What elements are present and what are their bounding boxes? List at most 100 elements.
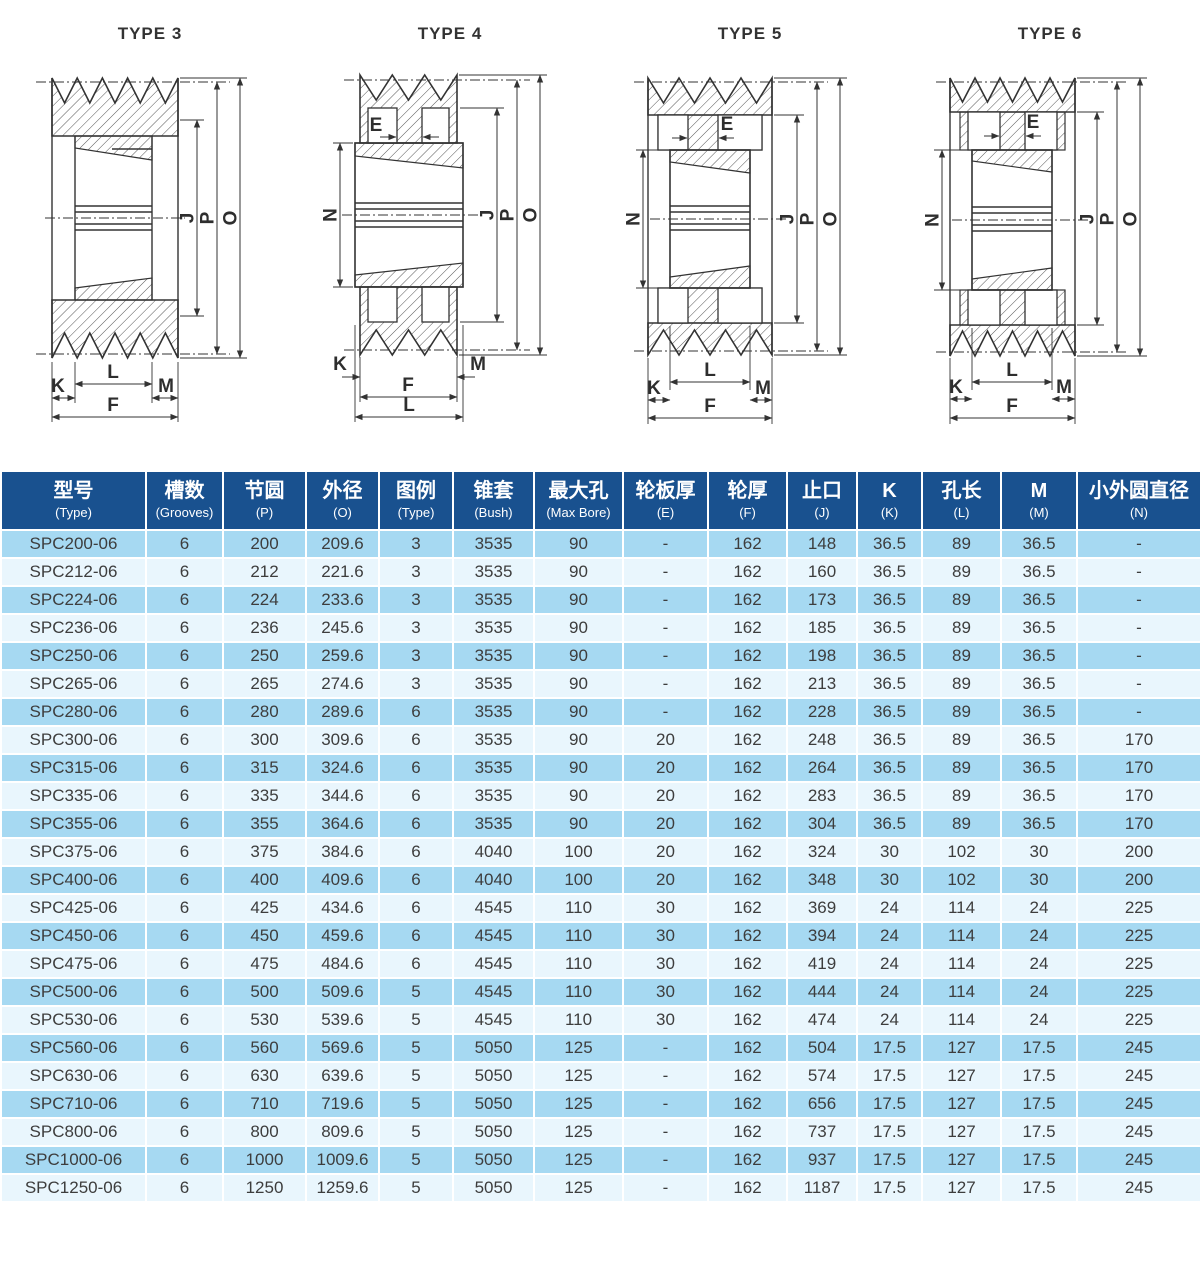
value-cell: - [622, 556, 709, 587]
value-cell: 6 [145, 892, 224, 923]
column-header: 型号 (Type) [0, 470, 147, 531]
column-header-zh: 外径 [322, 480, 363, 502]
value-cell: 17.5 [856, 1088, 923, 1119]
value-cell: 444 [786, 976, 858, 1007]
value-cell: 36.5 [856, 780, 923, 811]
diagram-title: TYPE 3 [117, 24, 183, 43]
value-cell: 475 [222, 948, 307, 979]
value-cell: 17.5 [1000, 1060, 1078, 1091]
table-row: SPC265-06 6 265 274.6 3 3535 90-162 213 36.5 89 36… [0, 668, 1200, 699]
value-cell: 6 [145, 1032, 224, 1063]
value-cell: 36.5 [856, 556, 923, 587]
value-cell: 24 [1000, 976, 1078, 1007]
value-cell: 245 [1076, 1144, 1200, 1175]
table-row: SPC710-06 6 710 719.6 5 5050 125-162 656 17.5 127… [0, 1088, 1200, 1119]
dim-label-p: P [798, 212, 819, 225]
value-cell: 639.6 [305, 1060, 380, 1091]
value-cell: 6 [145, 584, 224, 615]
column-header-zh: 型号 [53, 480, 94, 502]
value-cell: 162 [707, 640, 788, 671]
value-cell: 24 [1000, 1004, 1078, 1035]
value-cell: 209.6 [305, 528, 380, 559]
value-cell: 6 [145, 976, 224, 1007]
value-cell: 162 [707, 528, 788, 559]
value-cell: 162 [707, 1088, 788, 1119]
column-header-zh: K [882, 480, 897, 502]
value-cell: 36.5 [856, 584, 923, 615]
column-header: 节圆 (P) [222, 470, 307, 531]
value-cell: 162 [707, 1116, 788, 1147]
value-cell: 127 [921, 1144, 1002, 1175]
table-row: SPC212-06 6 212 221.6 3 3535 90-162 160 36.5 89 36… [0, 556, 1200, 587]
value-cell: 102 [921, 864, 1002, 895]
value-cell: 162 [707, 948, 788, 979]
value-cell: 125 [533, 1144, 624, 1175]
column-header-zh: 最大孔 [548, 480, 609, 502]
value-cell: 1187 [786, 1172, 858, 1203]
value-cell: 24 [1000, 892, 1078, 923]
value-cell: 110 [533, 892, 624, 923]
value-cell: 90 [533, 724, 624, 755]
value-cell: 6 [378, 864, 454, 895]
value-cell: 225 [1076, 920, 1200, 951]
value-cell: 162 [707, 1032, 788, 1063]
value-cell: 224 [222, 584, 307, 615]
value-cell: 30 [856, 836, 923, 867]
value-cell: 5 [378, 1060, 454, 1091]
value-cell: 245 [1076, 1032, 1200, 1063]
value-cell: 148 [786, 528, 858, 559]
value-cell: - [1076, 556, 1200, 587]
pulley-drawing-type-6: E N J P O [923, 76, 1147, 424]
value-cell: 434.6 [305, 892, 380, 923]
value-cell: 425 [222, 892, 307, 923]
dim-label-j: J [1078, 214, 1099, 225]
value-cell: 36.5 [1000, 640, 1078, 671]
value-cell: 3 [378, 556, 454, 587]
value-cell: 4545 [452, 948, 535, 979]
value-cell: 6 [378, 724, 454, 755]
value-cell: 30 [622, 1004, 709, 1035]
value-cell: 17.5 [856, 1032, 923, 1063]
value-cell: 36.5 [1000, 668, 1078, 699]
value-cell: 17.5 [1000, 1032, 1078, 1063]
table-row: SPC224-06 6 224 233.6 3 3535 90-162 173 36.5 89 36… [0, 584, 1200, 615]
value-cell: 574 [786, 1060, 858, 1091]
value-cell: 89 [921, 808, 1002, 839]
value-cell: 3535 [452, 780, 535, 811]
value-cell: 89 [921, 640, 1002, 671]
column-header-zh: 小外圆直径 [1089, 480, 1189, 502]
value-cell: 221.6 [305, 556, 380, 587]
value-cell: - [622, 1088, 709, 1119]
value-cell: 89 [921, 584, 1002, 615]
value-cell: 198 [786, 640, 858, 671]
value-cell: 280 [222, 696, 307, 727]
value-cell: 213 [786, 668, 858, 699]
value-cell: 36.5 [856, 668, 923, 699]
value-cell: 127 [921, 1116, 1002, 1147]
value-cell: 17.5 [1000, 1144, 1078, 1175]
dim-label-e: E [721, 114, 734, 135]
value-cell: 384.6 [305, 836, 380, 867]
value-cell: 364.6 [305, 808, 380, 839]
value-cell: 24 [856, 976, 923, 1007]
value-cell: - [622, 612, 709, 643]
value-cell: 162 [707, 556, 788, 587]
dim-label-p: P [198, 211, 219, 224]
value-cell: 170 [1076, 808, 1200, 839]
dim-label-j: J [478, 210, 499, 221]
value-cell: 36.5 [1000, 780, 1078, 811]
value-cell: 6 [145, 1088, 224, 1119]
value-cell: 6 [145, 780, 224, 811]
value-cell: 719.6 [305, 1088, 380, 1119]
dim-label-f: F [107, 395, 119, 416]
value-cell: 6 [378, 780, 454, 811]
dim-label-l: L [1006, 360, 1018, 381]
value-cell: 17.5 [856, 1116, 923, 1147]
value-cell: - [622, 668, 709, 699]
table-row: SPC280-06 6 280 289.6 6 3535 90-162 228 36.5 89 36… [0, 696, 1200, 727]
value-cell: 36.5 [856, 528, 923, 559]
value-cell: 114 [921, 892, 1002, 923]
value-cell: 36.5 [856, 808, 923, 839]
value-cell: 484.6 [305, 948, 380, 979]
column-header-zh: 轮厚 [727, 480, 768, 502]
